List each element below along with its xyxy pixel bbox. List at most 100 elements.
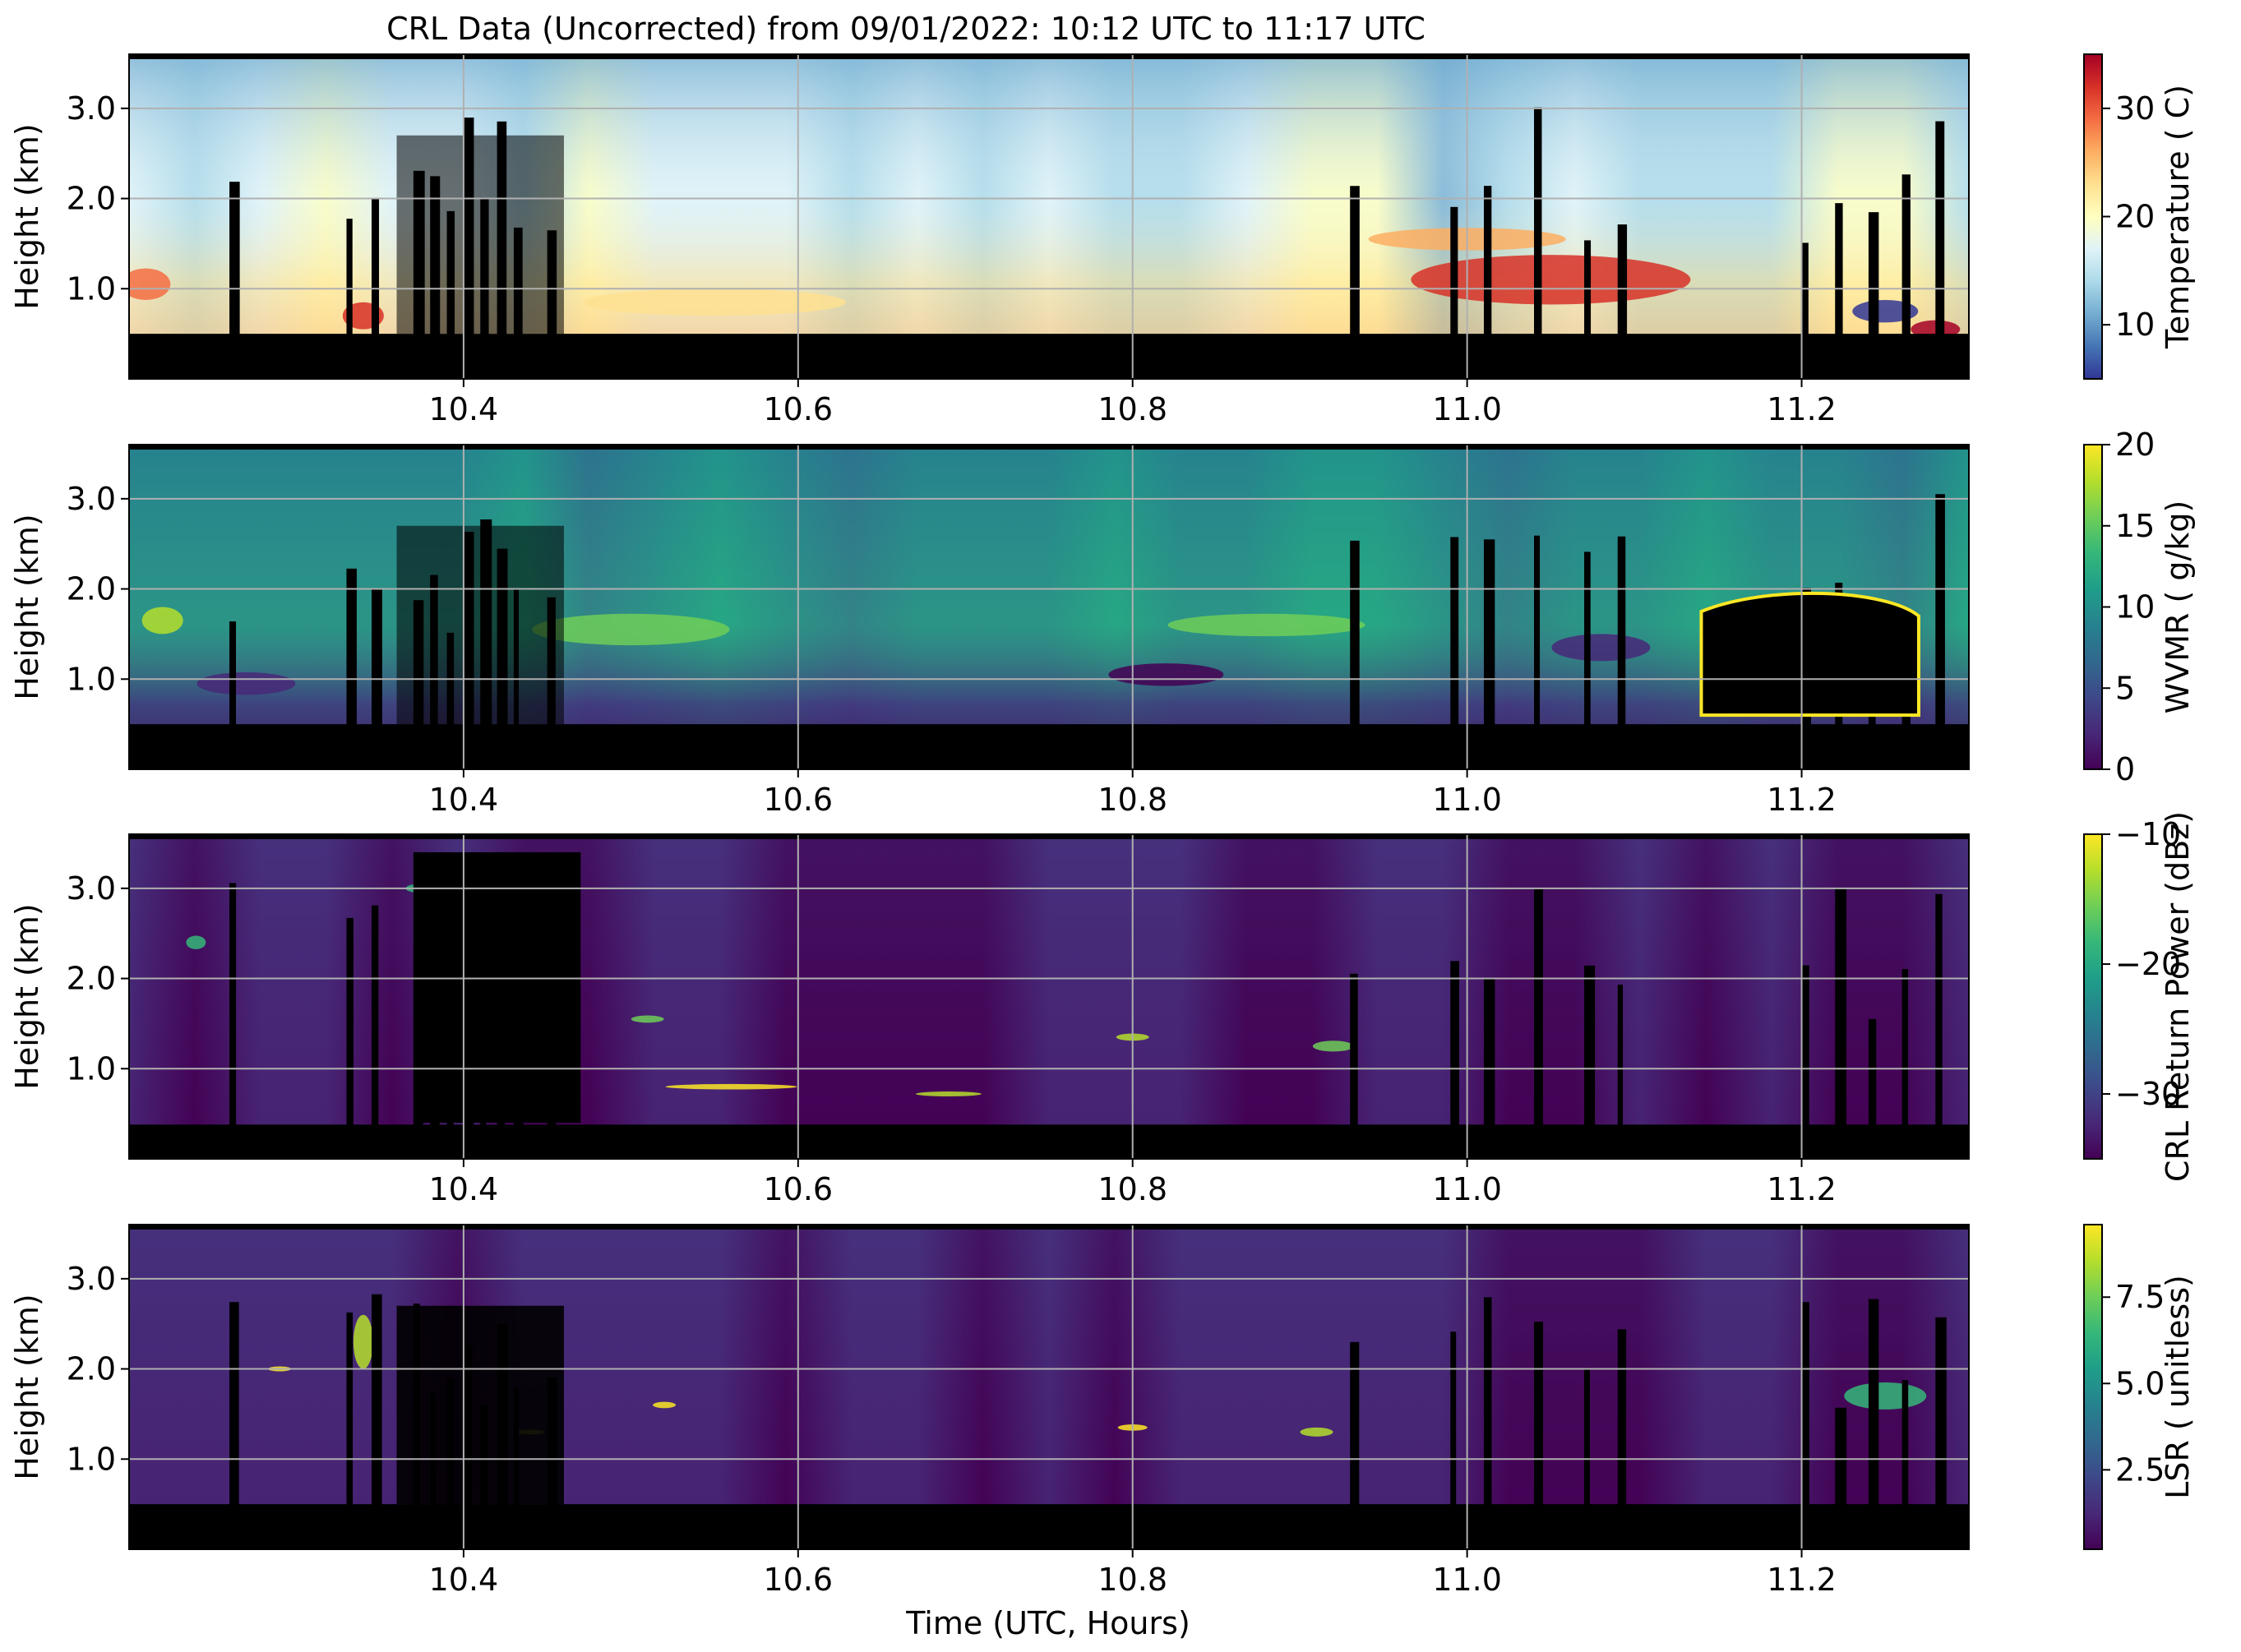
no-data-column (1534, 107, 1542, 379)
saturated-cloud-region (1699, 591, 1920, 718)
axes-frame (128, 1224, 1970, 1550)
heatmap-feature (532, 613, 730, 646)
heatmap-feature (665, 1083, 797, 1090)
no-data-column (346, 568, 357, 769)
x-tick-label: 11.2 (1767, 1171, 1837, 1207)
no-data-mask (129, 1504, 1969, 1549)
heatmap-feature (1167, 613, 1365, 637)
colorbar-tick-label: 10 (2115, 307, 2155, 343)
no-data-mask (129, 724, 1969, 769)
colorbar-label: Temperature ( C) (2160, 85, 2196, 349)
heatmap-feature (353, 1314, 373, 1369)
colorbar-tick-label: −10 (2115, 816, 2181, 852)
colorbar-scale (2083, 1224, 2103, 1550)
grid (129, 445, 1969, 769)
x-tick-label: 10.6 (764, 782, 834, 818)
y-tick-label: 2.0 (67, 1351, 116, 1387)
colorbar-tick-label: 2.5 (2115, 1451, 2165, 1488)
no-data-column (1617, 985, 1624, 1159)
no-data-column (1868, 1018, 1877, 1159)
heatmap-feature (196, 672, 296, 695)
colorbar-scale (2083, 833, 2103, 1160)
heatmap-feature (583, 288, 847, 316)
no-data-column (1835, 888, 1847, 1159)
no-data-column (1534, 888, 1543, 1159)
x-tick-label: 10.6 (764, 1562, 834, 1598)
no-data-column (1969, 886, 1979, 1159)
heatmap-feature (1108, 663, 1224, 686)
axes-frame (128, 444, 1970, 770)
heatmap-feature (1844, 1382, 1927, 1410)
no-data-column (1350, 1341, 1360, 1549)
no-data-column (229, 1302, 239, 1549)
colorbar-scale (2083, 53, 2103, 380)
colorbar-label: LSR ( unitless) (2160, 1275, 2196, 1499)
no-data-column (1450, 537, 1459, 769)
no-data-column (1617, 224, 1628, 379)
colorbar-tick-label: 5 (2115, 670, 2135, 706)
no-data-column (346, 917, 353, 1159)
no-data-column (1450, 206, 1458, 379)
panel-1: 10.4 10.6 10.8 11.0 11.2 1.0 2.0 3.0 Height (km)… (9, 53, 2196, 427)
y-tick-label: 3.0 (67, 90, 116, 127)
no-data-column (1617, 1329, 1627, 1549)
no-data-column (1835, 1407, 1847, 1549)
no-data-column (1350, 540, 1360, 769)
colorbar-tick-label: 30 (2115, 90, 2155, 127)
no-data-column (1350, 973, 1358, 1159)
heatmap-feature (1551, 634, 1651, 662)
x-tick-label: 11.0 (1432, 1171, 1502, 1207)
no-data-column (1801, 242, 1809, 379)
heatmap-feature (631, 1015, 664, 1023)
no-data-column (229, 883, 237, 1159)
x-tick-label: 10.6 (764, 1171, 834, 1207)
colorbar-scale (2083, 444, 2103, 770)
x-tick-label: 10.4 (429, 391, 499, 427)
colorbar-tick-label: 5.0 (2115, 1365, 2165, 1401)
heatmap-3 (129, 834, 1979, 1159)
colorbar-tick-label: 10 (2115, 589, 2155, 625)
panel-4: 10.4 10.6 10.8 11.0 11.2 1.0 2.0 3.0 Height (km)… (9, 1224, 2196, 1598)
no-data-column (1868, 212, 1879, 379)
no-data-column (1617, 536, 1626, 769)
x-tick-label: 10.8 (1097, 1562, 1167, 1598)
heatmap-feature (141, 607, 183, 634)
no-data-column (1584, 240, 1592, 379)
no-data-column (1801, 965, 1809, 1159)
heatmap-feature (1300, 1427, 1333, 1437)
x-tick-label: 11.0 (1432, 1562, 1502, 1598)
no-data-column (1969, 559, 1980, 769)
x-tick-label: 10.6 (764, 391, 834, 427)
y-tick-label: 3.0 (67, 870, 116, 907)
no-data-column (1350, 186, 1360, 379)
y-tick-label: 1.0 (67, 1441, 116, 1477)
panel-2: 10.4 10.6 10.8 11.0 11.2 1.0 2.0 3.0 Height (km)… (9, 427, 2196, 818)
grid (129, 1225, 1969, 1549)
x-tick-label: 11.2 (1767, 782, 1837, 818)
y-tick-label: 3.0 (67, 1261, 116, 1297)
colorbar-tick-label: 0 (2115, 751, 2135, 787)
y-axis-label: Height (km) (9, 514, 45, 699)
no-data-column (1584, 551, 1591, 769)
x-tick-label: 11.2 (1767, 1562, 1837, 1598)
colorbar-label: CRL Return Power (dBz) (2160, 811, 2196, 1182)
x-tick-label: 10.4 (429, 782, 499, 818)
x-tick-label: 11.0 (1432, 391, 1502, 427)
no-data-column (1868, 1299, 1879, 1549)
no-data-mask (129, 1124, 1969, 1159)
x-tick-label: 10.8 (1097, 782, 1167, 818)
no-data-column (1483, 186, 1492, 379)
heatmap-2 (129, 445, 1980, 769)
colorbar-tick-label: 20 (2115, 199, 2155, 235)
y-tick-label: 1.0 (67, 1050, 116, 1087)
y-tick-label: 1.0 (67, 270, 116, 307)
heatmap-feature (129, 268, 171, 300)
no-data-column (1483, 1297, 1492, 1549)
no-data-column (372, 905, 379, 1159)
colorbar-tick-label: −20 (2115, 946, 2181, 982)
x-tick-label: 11.2 (1767, 391, 1837, 427)
no-data-column (346, 1312, 353, 1549)
